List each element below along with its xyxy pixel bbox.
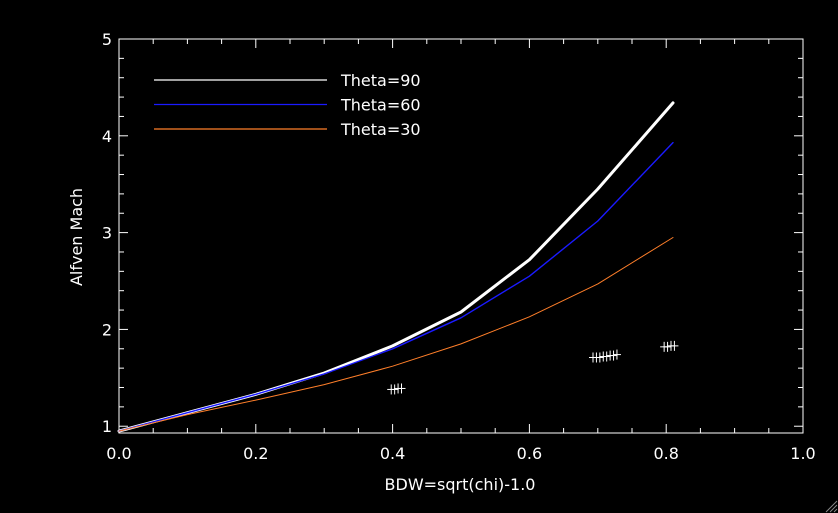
marker-layer <box>387 340 679 395</box>
ticks: 0.0 0.2 0.4 0.6 0.8 1.0 1 2 3 4 5 <box>102 30 816 463</box>
legend-label: Theta=30 <box>340 120 421 139</box>
plot-frame <box>118 38 804 434</box>
x-tick-label: 0.8 <box>653 444 678 463</box>
data-point-marker <box>390 384 399 395</box>
data-point-marker <box>595 352 604 363</box>
data-point-marker <box>612 349 621 360</box>
legend: Theta=90 Theta=60 Theta=30 <box>154 71 421 139</box>
x-axis-title: BDW=sqrt(chi)-1.0 <box>385 475 536 494</box>
legend-label: Theta=60 <box>340 96 421 115</box>
x-tick-label: 0.0 <box>106 444 131 463</box>
data-point-marker <box>602 351 611 362</box>
data-point-marker <box>670 340 679 351</box>
legend-label: Theta=90 <box>340 71 421 90</box>
x-tick-label: 0.2 <box>243 444 268 463</box>
series-layer <box>117 101 675 433</box>
data-point-marker <box>609 350 618 361</box>
y-tick-label: 3 <box>102 224 112 243</box>
data-point-marker <box>663 341 672 352</box>
data-point-marker <box>397 383 406 394</box>
resize-grip-icon[interactable] <box>824 499 838 513</box>
y-tick-label: 2 <box>102 320 112 339</box>
y-tick-label: 5 <box>102 30 112 49</box>
x-tick-label: 0.6 <box>517 444 542 463</box>
y-axis-title: Alfven Mach <box>67 188 86 286</box>
series-line-theta-90 <box>117 101 675 433</box>
series-line-theta-60 <box>118 141 674 432</box>
axes <box>118 38 804 434</box>
x-tick-label: 1.0 <box>790 444 815 463</box>
x-tick-label: 0.4 <box>380 444 405 463</box>
y-tick-label: 4 <box>102 127 112 146</box>
series-line-theta-30 <box>118 237 674 432</box>
y-tick-label: 1 <box>102 417 112 436</box>
